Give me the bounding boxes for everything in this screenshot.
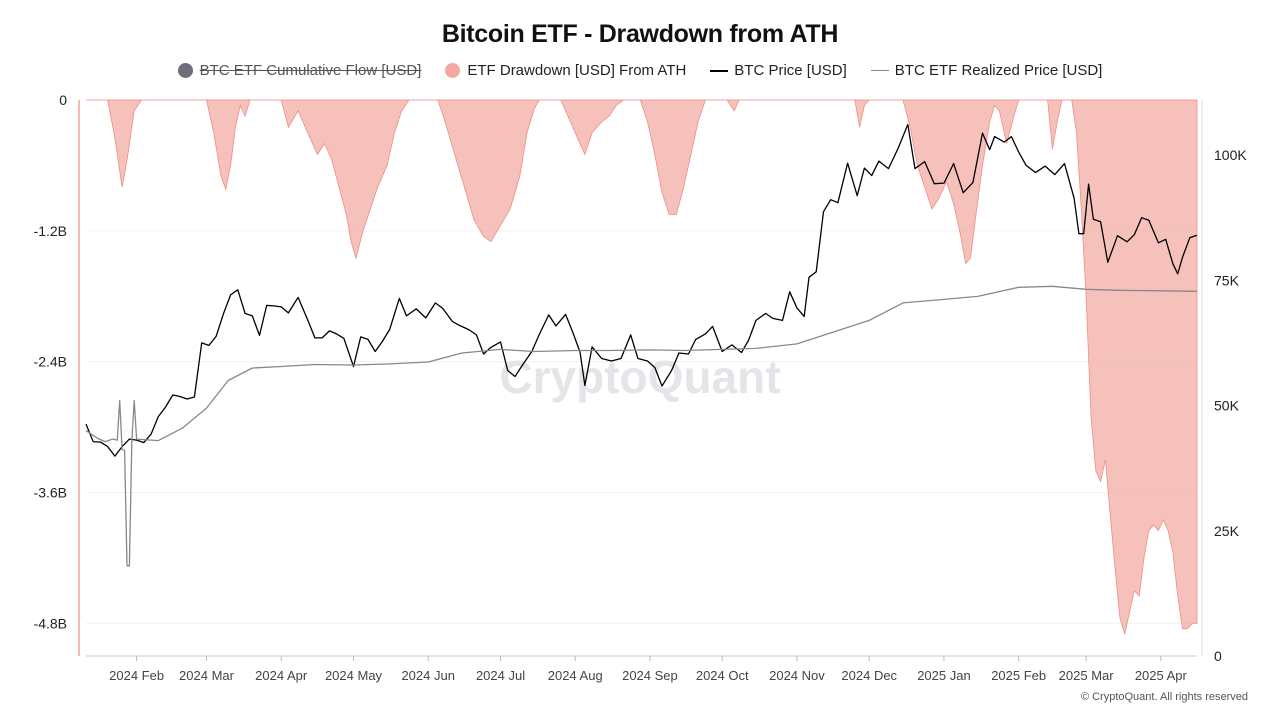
x-axis-tick-label: 2025 Apr	[1135, 668, 1188, 683]
etf-drawdown-area	[86, 99, 1198, 635]
left-axis-tick-label: -2.4B	[34, 354, 67, 370]
x-axis-tick-label: 2024 Nov	[769, 668, 825, 683]
left-axis-tick-label: -1.2B	[34, 223, 67, 239]
price-lines-layer	[85, 123, 1198, 567]
x-axis-tick-label: 2025 Feb	[991, 668, 1046, 683]
right-axis-tick-label: 50K	[1214, 398, 1240, 414]
legend-circle-icon	[177, 63, 193, 78]
right-axis-tick-label: 100K	[1214, 147, 1247, 163]
legend-line-icon	[870, 70, 889, 71]
x-axis-tick-label: 2024 Apr	[255, 668, 308, 683]
x-axis-tick-label: 2024 Dec	[841, 668, 897, 683]
x-axis-tick-label: 2025 Mar	[1059, 668, 1115, 683]
legend-line-icon	[710, 69, 729, 72]
right-axis-tick-label: 75K	[1214, 272, 1240, 288]
legend-item-etf-drawdown[interactable]: ETF Drawdown [USD] From ATH	[445, 62, 686, 79]
x-axis-tick-label: 2024 Aug	[548, 668, 603, 683]
left-axis-tick-label: -3.6B	[34, 484, 67, 500]
copyright-footer: © CryptoQuant. All rights reserved	[1080, 691, 1248, 703]
legend-label: ETF Drawdown [USD] From ATH	[467, 62, 687, 79]
axes: 0 -1.2B -2.4B -3.6B -4.8B 0 25K 50K 75K 100K 2024 …	[34, 92, 1248, 683]
legend-label: BTC ETF Cumulative Flow [USD]	[199, 62, 422, 79]
legend-item-cumulative-flow[interactable]: BTC ETF Cumulative Flow [USD]	[177, 62, 422, 79]
x-axis-tick-label: 2024 May	[325, 668, 383, 683]
x-axis-tick-label: 2024 Jun	[401, 668, 455, 683]
legend: BTC ETF Cumulative Flow [USD] ETF Drawdo…	[0, 62, 1280, 79]
legend-item-btc-price[interactable]: BTC Price [USD]	[710, 62, 847, 79]
x-axis-tick-label: 2024 Jul	[476, 668, 525, 683]
right-axis-tick-label: 25K	[1214, 523, 1240, 539]
drawdown-area-layer	[86, 99, 1198, 635]
legend-item-realized-price[interactable]: BTC ETF Realized Price [USD]	[870, 62, 1103, 79]
x-axis-tick-label: 2024 Oct	[696, 668, 749, 683]
x-axis-tick-label: 2024 Sep	[622, 668, 678, 683]
x-axis-tick-label: 2025 Jan	[917, 668, 971, 683]
right-axis-tick-label: 0	[1214, 648, 1222, 664]
left-axis-tick-label: -4.8B	[34, 615, 67, 631]
legend-label: BTC ETF Realized Price [USD]	[894, 62, 1103, 79]
chart-title: Bitcoin ETF - Drawdown from ATH	[441, 20, 839, 48]
btc-price-line	[85, 123, 1198, 457]
left-axis-tick-label: 0	[59, 92, 67, 108]
legend-circle-icon	[445, 63, 461, 78]
x-axis-tick-label: 2024 Mar	[179, 668, 235, 683]
x-axis-tick-label: 2024 Feb	[109, 668, 164, 683]
legend-label: BTC Price [USD]	[734, 62, 847, 79]
etf-realized-price-line	[85, 285, 1198, 567]
